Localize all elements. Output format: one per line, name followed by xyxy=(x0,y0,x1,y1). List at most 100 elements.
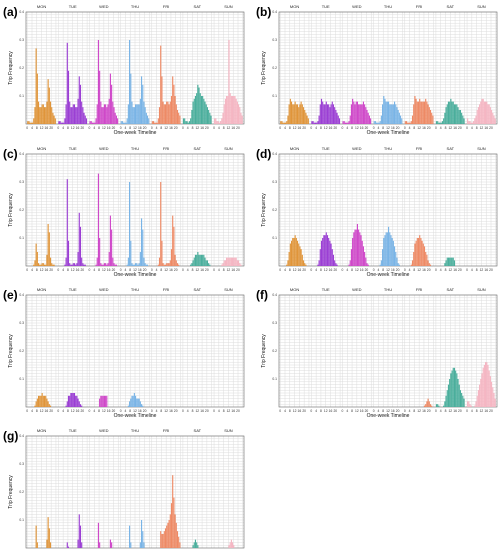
x-tick-label: 0 xyxy=(26,409,28,413)
x-tick-label: 16 xyxy=(45,268,49,272)
bar-fri-h22 xyxy=(178,264,180,266)
bar-tue-h16 xyxy=(330,243,332,266)
bar-thu-h5 xyxy=(126,264,128,266)
bar-tue-h20 xyxy=(335,110,337,124)
bar-fri-h11 xyxy=(164,528,167,548)
bar-fri-h6 xyxy=(158,107,161,124)
bar-thu-h15 xyxy=(391,238,393,266)
bar-fri-h19 xyxy=(174,96,176,124)
bar-mon-h12 xyxy=(41,393,43,407)
bar-tue-h16 xyxy=(77,252,79,266)
bar-mon-h15 xyxy=(45,264,47,266)
bar-thu-h18 xyxy=(142,84,144,124)
bar-fri-h19 xyxy=(427,104,429,124)
bar-tue-h11 xyxy=(71,393,73,407)
bar-thu-h15 xyxy=(138,398,140,407)
bar-sat-h18 xyxy=(457,107,459,124)
x-tick-label: 12 xyxy=(417,409,421,413)
bar-wed-h16 xyxy=(361,240,363,266)
bar-fri-h10 xyxy=(163,104,165,124)
bar-fri-h8 xyxy=(161,534,163,548)
bar-tue-h7 xyxy=(319,104,321,124)
x-tick-label: 12 xyxy=(293,126,297,130)
bar-fri-h15 xyxy=(422,243,424,266)
x-tick-label: 0 xyxy=(213,126,215,130)
bar-wed-h21 xyxy=(367,264,369,266)
bar-wed-h8 xyxy=(352,238,354,266)
panel-label-d: (d) xyxy=(256,147,272,161)
bar-mon-h21 xyxy=(52,264,54,266)
bar-fri-h16 xyxy=(423,101,426,124)
bar-mon-h5 xyxy=(33,264,35,266)
bar-thu-h10 xyxy=(385,232,387,266)
bar-thu-h7 xyxy=(382,104,384,124)
bar-mon-h20 xyxy=(51,263,53,266)
bar-wed-h6 xyxy=(96,257,98,266)
bar-mon-h15 xyxy=(298,107,300,124)
x-tick-label: 0 xyxy=(342,126,344,130)
bar-sun-h22 xyxy=(493,115,495,124)
y-tick-label: 0.1 xyxy=(272,377,277,381)
bar-sat-h12 xyxy=(450,98,452,124)
bar-thu-h20 xyxy=(144,263,146,266)
x-tick-label: 8 xyxy=(223,409,225,413)
bar-wed-h9 xyxy=(100,395,102,407)
bar-wed-h22 xyxy=(115,115,117,124)
bar-wed-h13 xyxy=(105,104,107,124)
bar-wed-h2 xyxy=(91,122,94,124)
day-label-wed: WED xyxy=(99,4,108,9)
x-tick-label: 8 xyxy=(192,126,194,130)
bar-wed-h22 xyxy=(368,115,370,124)
bar-wed-h11 xyxy=(102,107,104,124)
panel-label-e: (e) xyxy=(3,288,18,302)
bar-mon-h19 xyxy=(49,257,52,266)
x-tick-label: 12 xyxy=(293,409,297,413)
bar-tue-h17 xyxy=(78,76,80,124)
x-tick-label: 0 xyxy=(404,126,406,130)
bar-thu-h9 xyxy=(131,395,133,407)
bar-fri-h20 xyxy=(428,107,430,124)
x-tick-label: 8 xyxy=(289,409,291,413)
bar-sat-h22 xyxy=(462,395,464,407)
bar-thu-h4 xyxy=(378,122,380,124)
x-tick-label: 4 xyxy=(218,409,220,413)
x-tick-label: 0 xyxy=(435,268,437,272)
bar-sun-h13 xyxy=(229,93,231,124)
bar-tue-h17 xyxy=(331,101,333,124)
bar-mon-h7 xyxy=(35,401,37,407)
bar-sat-h18 xyxy=(204,257,206,266)
bar-tue-h6 xyxy=(65,405,67,407)
bar-thu-h19 xyxy=(143,101,145,124)
bar-wed-h14 xyxy=(106,395,108,407)
x-tick-label: 16 xyxy=(231,409,235,413)
x-tick-label: 4 xyxy=(31,268,33,272)
x-tick-label: 4 xyxy=(346,126,348,130)
bar-wed-h18 xyxy=(364,252,366,266)
bar-tue-h3 xyxy=(314,122,317,124)
y-tick-label: 0.4 xyxy=(272,10,277,14)
bar-fri-h6 xyxy=(158,257,161,266)
bar-fri-h23 xyxy=(179,542,181,548)
bar-fri-h10 xyxy=(416,238,418,266)
x-tick-label: 8 xyxy=(351,409,353,413)
bar-tue-h12 xyxy=(72,393,74,407)
bar-mon-h16 xyxy=(46,539,48,548)
chart-panel-7: 0.10.20.30.4MON048121620TUE048121620WED0… xyxy=(8,428,245,549)
bar-sun-h21 xyxy=(492,387,494,407)
x-tick-label: 12 xyxy=(448,268,452,272)
x-tick-label: 12 xyxy=(417,268,421,272)
bar-sun-h6 xyxy=(474,405,476,407)
y-tick-label: 0.1 xyxy=(19,518,24,522)
bar-wed-h8 xyxy=(352,98,354,124)
bar-tue-h11 xyxy=(71,107,73,124)
bar-fri-h19 xyxy=(427,260,429,266)
bar-tue-h3 xyxy=(61,122,64,124)
bar-fri-h11 xyxy=(417,238,420,266)
bar-mon-h13 xyxy=(295,238,297,266)
bar-tue-h7 xyxy=(66,179,68,266)
bar-mon-h11 xyxy=(40,107,42,124)
x-tick-label: 12 xyxy=(480,409,484,413)
bar-sat-h6 xyxy=(443,405,445,407)
x-tick-label: 8 xyxy=(67,126,69,130)
x-tick-label: 4 xyxy=(377,126,379,130)
